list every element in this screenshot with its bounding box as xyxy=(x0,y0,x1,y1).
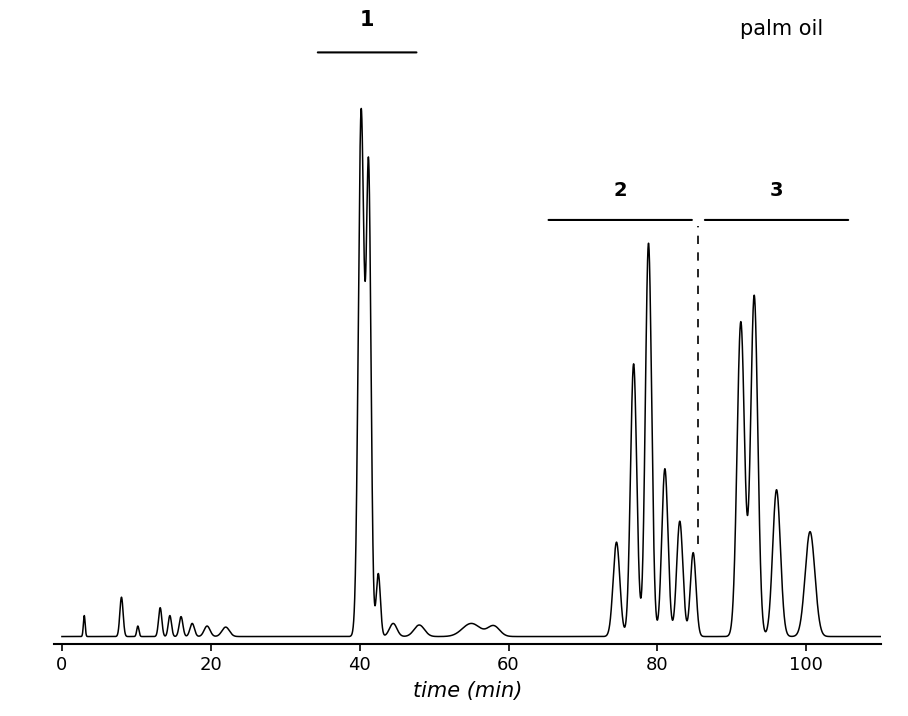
Text: 3: 3 xyxy=(770,181,784,200)
Text: 2: 2 xyxy=(614,181,627,200)
X-axis label: time (min): time (min) xyxy=(413,681,522,701)
Text: palm oil: palm oil xyxy=(740,19,824,39)
Text: 1: 1 xyxy=(360,10,374,30)
